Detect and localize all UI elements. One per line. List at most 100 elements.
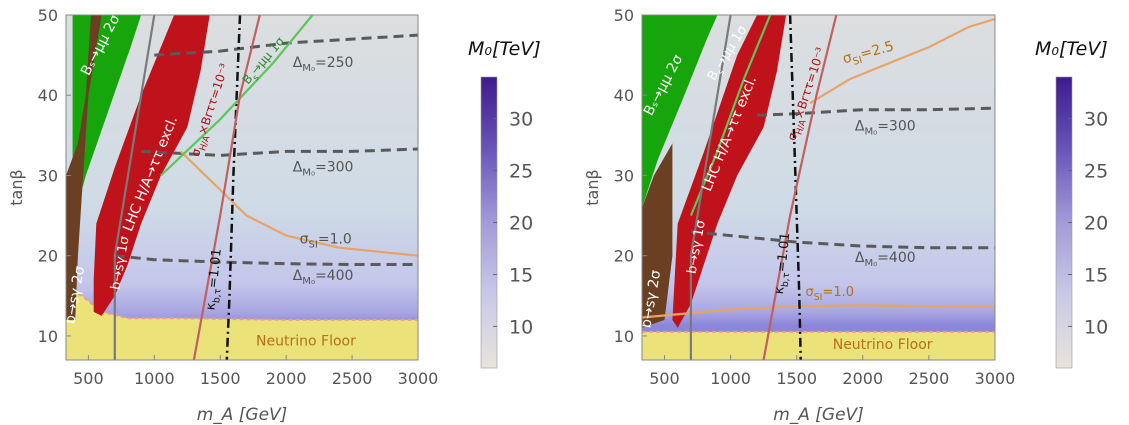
y-axis-label: tanβ (7, 169, 26, 205)
contour-label-symbol: σ (841, 50, 854, 68)
colorbar-tick-label: 20 (509, 213, 533, 235)
contour-label-value: =400 (877, 250, 915, 266)
x-tick-label: 500 (73, 369, 104, 388)
y-tick-label: 30 (38, 166, 58, 185)
contour-label: σSI=1.0 (300, 232, 352, 251)
colorbar-title: M₀[TeV] (468, 38, 541, 60)
y-tick-label: 20 (614, 247, 634, 266)
neutrino-floor-boundary (66, 286, 418, 321)
contour-label-value: =1.0 (318, 232, 352, 248)
b-sgamma-2sigma-region (642, 143, 673, 328)
contour-line (689, 15, 732, 360)
contour-label: κb,τ=1.01 (772, 232, 796, 296)
contour-line (114, 254, 418, 266)
contour-label-sub: M₀ (864, 127, 877, 138)
y-tick-label: 50 (38, 6, 58, 25)
x-axis-label: m_A [GeV] (773, 405, 864, 425)
contour-label-symbol: σ (188, 146, 204, 158)
contour-label-sub: b,τ (211, 288, 223, 304)
contour-label-sub: SI (814, 292, 823, 303)
x-tick-label: 2500 (909, 369, 950, 388)
y-tick-label: 10 (614, 327, 634, 346)
contour-label-symbol: Δ (293, 159, 303, 175)
colorbar-tick-label: 20 (1084, 213, 1108, 235)
contour-label-value: =300 (315, 159, 353, 175)
contour-line (690, 230, 995, 250)
neutrino-floor-label: Neutrino Floor (833, 337, 933, 353)
contour-label-value: =1.01 (206, 248, 225, 289)
colorbar-tick-label: 30 (1084, 109, 1108, 131)
plot-area: LHC H/A→ττ excl.Bₛ→μμ 2σb→sγ 2σNeutrino … (66, 15, 418, 360)
contour-label-sub: s (251, 73, 262, 83)
contour-label-symbol: σ (805, 285, 813, 300)
contour-label: σSI=1.0 (805, 285, 854, 303)
x-axis-label: m_A [GeV] (197, 405, 288, 425)
b-sgamma-2sigma-region (66, 15, 102, 320)
contour-line (756, 106, 995, 117)
contour-label-sub: SI (852, 55, 864, 68)
contour-label: ΔM₀=300 (855, 119, 916, 138)
contour-line (689, 15, 772, 217)
plot-area: LHC H/A→ττ excl.Bₛ→μμ 2σb→sγ 2σNeutrino … (642, 15, 995, 360)
neutrino-floor-label: Neutrino Floor (256, 334, 356, 350)
panel-left: LHC H/A→ττ excl.Bₛ→μμ 2σb→sγ 2σNeutrino … (7, 6, 541, 425)
contour-label-symbol: κ (203, 302, 219, 312)
contour-label: κb,τ=1.01 (203, 248, 227, 312)
contour-label-value: =400 (315, 268, 353, 284)
plot-frame (65, 14, 419, 361)
y-tick-label: 10 (38, 327, 58, 346)
contour-label-symbol: Δ (293, 268, 303, 284)
x-tick-label: 500 (649, 369, 680, 388)
y-tick-label: 30 (614, 166, 634, 185)
contour-label-sub: M₀ (302, 167, 315, 178)
contour-line (154, 33, 418, 57)
contour-label-sub: b,τ (780, 272, 792, 288)
colorbar-tick-label: 15 (1084, 264, 1108, 286)
contour-label-sub: SI (308, 240, 317, 251)
contour-line (141, 147, 418, 157)
contour-line (762, 15, 838, 360)
contour-label-sub: s (716, 67, 728, 77)
contour-line (809, 17, 995, 105)
contour-label-sub: M₀ (864, 258, 877, 269)
neutrino-floor-region (66, 287, 418, 360)
colorbar-tick-label: 30 (509, 109, 533, 131)
colorbar-title: M₀[TeV] (1035, 38, 1108, 60)
contour-label-symbol: Δ (855, 250, 865, 266)
x-tick-label: 1500 (776, 369, 817, 388)
lhc-exclusion-region (672, 15, 787, 328)
contour-line (113, 15, 156, 360)
colorbar-tick-label: 10 (1084, 316, 1108, 338)
contour-label: ΔM₀=400 (855, 250, 916, 269)
contour-line (179, 150, 418, 257)
contour-label: ΔM₀=400 (293, 268, 354, 287)
contour-label-symbol: σ (784, 130, 800, 142)
y-tick-label: 40 (38, 86, 58, 105)
contour-line (225, 15, 242, 360)
contour-label-symbol: Δ (855, 119, 865, 135)
contour-line (160, 15, 314, 177)
contour-label-symbol: κ (772, 285, 788, 295)
x-tick-label: 1000 (710, 369, 751, 388)
contour-label-sub: H/A (794, 119, 808, 137)
contour-label-value: =1.0 (822, 285, 854, 300)
contour-label: ΔM₀=300 (293, 159, 354, 178)
x-tick-label: 2500 (332, 369, 373, 388)
colorbar-tick-label: 25 (1084, 161, 1108, 183)
contour-label-symbol: Δ (293, 55, 303, 71)
x-tick-label: 1500 (200, 369, 241, 388)
plot-frame (641, 14, 996, 361)
contour-label-sub: M₀ (302, 63, 315, 74)
contour-label-symbol: σ (300, 232, 309, 248)
y-tick-label: 50 (614, 6, 634, 25)
contour-label: ΔM₀=250 (293, 55, 354, 74)
x-tick-label: 3000 (398, 369, 439, 388)
contour-label-value: =1.01 (774, 232, 793, 273)
x-tick-label: 2000 (842, 369, 883, 388)
contour-line (192, 15, 261, 360)
contour-label-sub: M₀ (302, 276, 315, 287)
contour-label-value: =300 (877, 119, 915, 135)
colorbar-tick-label: 15 (509, 264, 533, 286)
